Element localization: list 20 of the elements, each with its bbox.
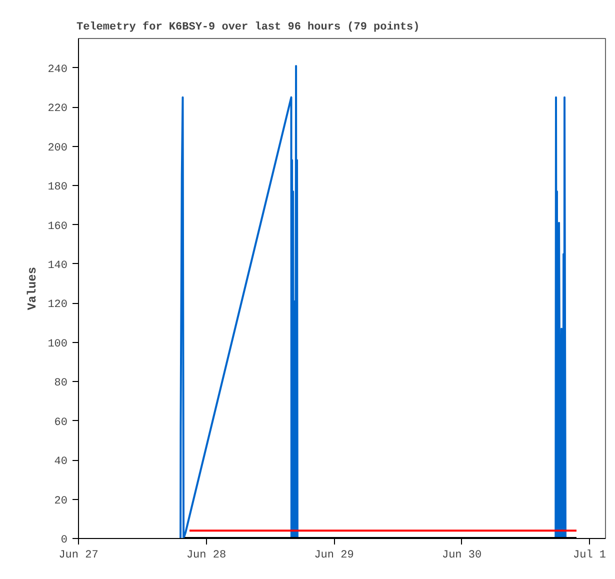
x-tick-label: Jun 30 [442, 550, 482, 562]
y-tick-label: 140 [48, 260, 68, 272]
y-tick-label: 220 [48, 103, 68, 116]
y-tick-label: 0 [60, 534, 68, 546]
y-axis-title: Values [26, 266, 40, 310]
y-tick-label: 100 [48, 338, 68, 350]
x-tick-label: Jul 1 [573, 550, 606, 562]
y-tick-label: 60 [54, 416, 68, 429]
y-tick-label: 80 [54, 378, 68, 390]
y-tick-label: 120 [48, 299, 68, 312]
y-tick-label: 20 [54, 495, 68, 508]
chart-title: Telemetry for K6BSY-9 over last 96 hours (79 points) [76, 20, 420, 34]
y-tick-label: 240 [48, 64, 68, 76]
y-tick-label: 200 [48, 142, 68, 154]
y-tick-label: 160 [48, 220, 68, 233]
x-tick-label: Jun 28 [186, 550, 226, 562]
x-tick-label: Jun 29 [314, 550, 354, 562]
y-tick-label: 180 [48, 182, 68, 194]
y-tick-label: 40 [54, 456, 68, 468]
x-tick-label: Jun 27 [58, 550, 98, 562]
